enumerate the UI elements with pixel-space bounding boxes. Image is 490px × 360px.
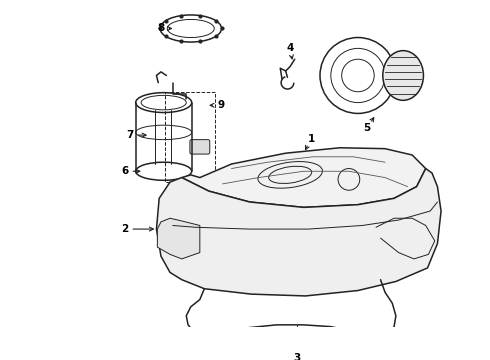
Polygon shape (182, 148, 426, 207)
Text: 7: 7 (126, 130, 134, 140)
Polygon shape (156, 168, 441, 296)
FancyBboxPatch shape (190, 140, 210, 154)
Ellipse shape (383, 51, 423, 100)
Text: 4: 4 (287, 43, 294, 53)
Text: 9: 9 (217, 100, 224, 110)
Polygon shape (157, 218, 200, 259)
Text: 3: 3 (293, 353, 300, 360)
Bar (166, 92, 215, 182)
Text: 8: 8 (157, 23, 165, 33)
Text: 6: 6 (121, 166, 128, 176)
Text: 2: 2 (121, 224, 128, 234)
FancyBboxPatch shape (278, 334, 315, 350)
Text: 1: 1 (307, 134, 315, 144)
Text: 5: 5 (364, 123, 370, 133)
